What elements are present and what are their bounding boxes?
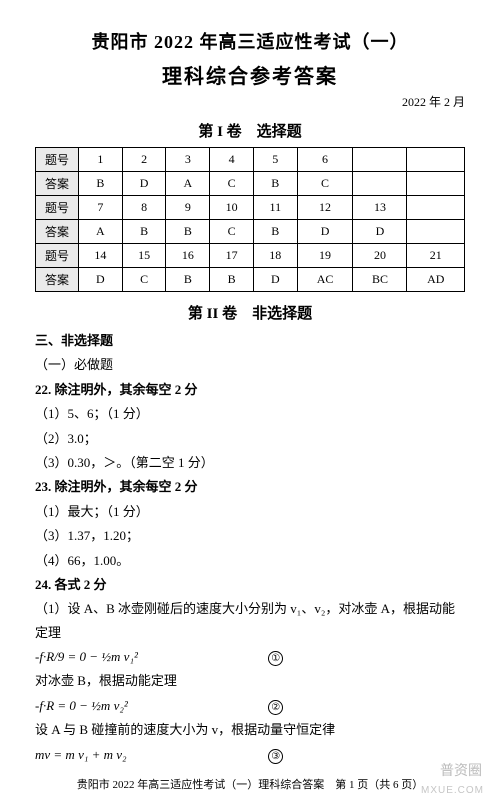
cell: 18 xyxy=(253,244,297,268)
watermark-url: MXUE.COM xyxy=(421,785,484,796)
row-a-label: 答案 xyxy=(36,268,79,292)
cell: 6 xyxy=(297,148,353,172)
q23-line: （1）最大；（1 分） xyxy=(35,500,465,523)
row-a-label: 答案 xyxy=(36,172,79,196)
cell: 2 xyxy=(122,148,166,172)
cell xyxy=(407,148,465,172)
eq-text: -f·R/9 = 0 − ½m v₁² xyxy=(35,645,265,668)
cell: 1 xyxy=(79,148,123,172)
section1-title: 第 I 卷 选择题 xyxy=(35,120,465,141)
eq-text: mv = m v₁ + m v₂ xyxy=(35,743,265,766)
cell: C xyxy=(122,268,166,292)
heading-3: 三、非选择题 xyxy=(35,329,465,352)
cell xyxy=(407,196,465,220)
q23-line: （3）1.37，1.20； xyxy=(35,524,465,547)
cell: 12 xyxy=(297,196,353,220)
cell: 8 xyxy=(122,196,166,220)
cell xyxy=(353,148,407,172)
cell: 19 xyxy=(297,244,353,268)
q24-eq1: -f·R/9 = 0 − ½m v₁² ① xyxy=(35,645,465,668)
cell: B xyxy=(79,172,123,196)
cell: B xyxy=(122,220,166,244)
watermark: 普资圈 xyxy=(440,760,482,780)
cell: AC xyxy=(297,268,353,292)
eq-num: ③ xyxy=(268,749,283,764)
cell: 13 xyxy=(353,196,407,220)
q24-title: 24. 各式 2 分 xyxy=(35,573,465,596)
cell: 14 xyxy=(79,244,123,268)
q22-title: 22. 除注明外，其余每空 2 分 xyxy=(35,378,465,401)
cell: C xyxy=(210,172,254,196)
cell: 20 xyxy=(353,244,407,268)
date: 2022 年 2 月 xyxy=(35,93,465,110)
answers-table: 题号 1 2 3 4 5 6 答案 B D A C B C 题号 7 8 9 1… xyxy=(35,147,465,292)
cell: A xyxy=(166,172,210,196)
cell: AD xyxy=(407,268,465,292)
cell xyxy=(407,220,465,244)
cell: 4 xyxy=(210,148,254,172)
cell: D xyxy=(122,172,166,196)
cell: B xyxy=(253,172,297,196)
cell: 3 xyxy=(166,148,210,172)
cell: D xyxy=(79,268,123,292)
cell: C xyxy=(210,220,254,244)
cell: D xyxy=(253,268,297,292)
cell: C xyxy=(297,172,353,196)
sub-1: （一）必做题 xyxy=(35,353,465,376)
q24-line3: 设 A 与 B 碰撞前的速度大小为 v，根据动量守恒定律 xyxy=(35,718,465,741)
cell: 21 xyxy=(407,244,465,268)
q24-intro: （1）设 A、B 冰壶刚碰后的速度大小分别为 v₁、v₂，对冰壶 A，根据动能定… xyxy=(35,597,465,644)
cell: B xyxy=(210,268,254,292)
q24-mid: 对冰壶 B，根据动能定理 xyxy=(35,669,465,692)
body-text: 三、非选择题 （一）必做题 22. 除注明外，其余每空 2 分 （1）5、6；（… xyxy=(35,329,465,766)
cell xyxy=(353,172,407,196)
q24-eq3: mv = m v₁ + m v₂ ③ xyxy=(35,743,465,766)
cell: 7 xyxy=(79,196,123,220)
cell: D xyxy=(297,220,353,244)
cell xyxy=(407,172,465,196)
cell: 15 xyxy=(122,244,166,268)
cell: A xyxy=(79,220,123,244)
row-a-label: 答案 xyxy=(36,220,79,244)
row-q-label: 题号 xyxy=(36,148,79,172)
q22-line: （1）5、6；（1 分） xyxy=(35,402,465,425)
cell: D xyxy=(353,220,407,244)
title-main: 贵阳市 2022 年高三适应性考试（一） xyxy=(35,28,465,54)
q22-line: （3）0.30，＞。（第二空 1 分） xyxy=(35,451,465,474)
cell: 17 xyxy=(210,244,254,268)
q23-title: 23. 除注明外，其余每空 2 分 xyxy=(35,475,465,498)
cell: B xyxy=(166,268,210,292)
cell: B xyxy=(253,220,297,244)
cell: BC xyxy=(353,268,407,292)
cell: 5 xyxy=(253,148,297,172)
exam-answer-page: 贵阳市 2022 年高三适应性考试（一） 理科综合参考答案 2022 年 2 月… xyxy=(0,0,500,802)
eq-num: ① xyxy=(268,651,283,666)
row-q-label: 题号 xyxy=(36,244,79,268)
cell: 11 xyxy=(253,196,297,220)
q23-line: （4）66，1.00。 xyxy=(35,549,465,572)
title-sub: 理科综合参考答案 xyxy=(35,60,465,89)
eq-num: ② xyxy=(268,700,283,715)
section2-title: 第 II 卷 非选择题 xyxy=(35,302,465,323)
cell: 9 xyxy=(166,196,210,220)
q22-line: （2）3.0； xyxy=(35,427,465,450)
cell: B xyxy=(166,220,210,244)
eq-text: -f·R = 0 − ½m v₂² xyxy=(35,694,265,717)
row-q-label: 题号 xyxy=(36,196,79,220)
cell: 16 xyxy=(166,244,210,268)
cell: 10 xyxy=(210,196,254,220)
page-footer: 贵阳市 2022 年高三适应性考试（一）理科综合答案 第 1 页（共 6 页） xyxy=(35,776,465,792)
q24-eq2: -f·R = 0 − ½m v₂² ② xyxy=(35,694,465,717)
